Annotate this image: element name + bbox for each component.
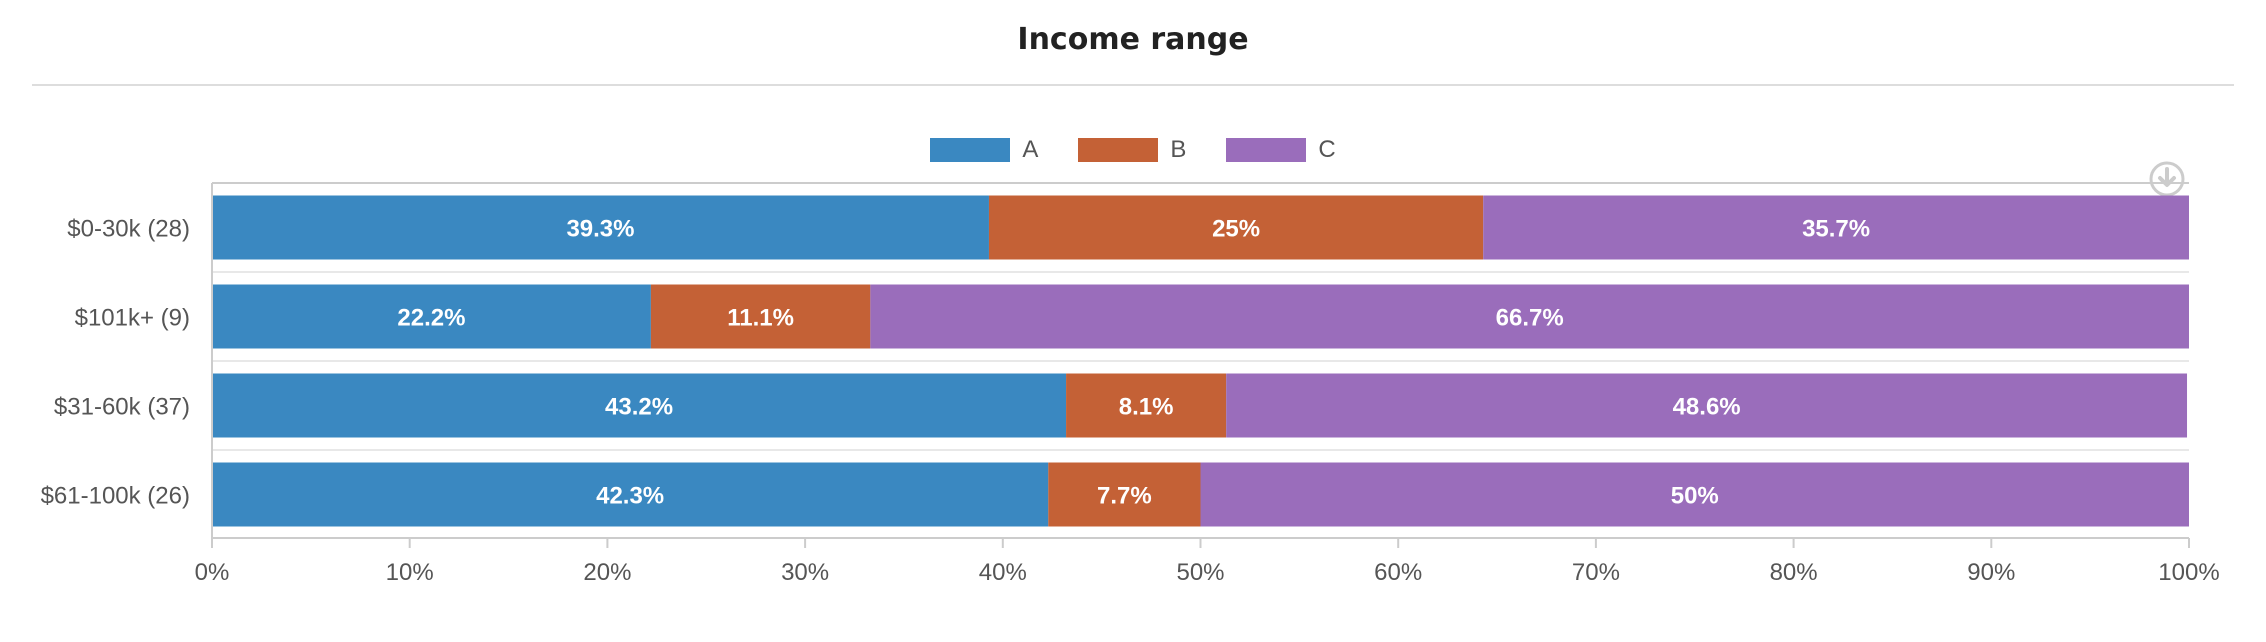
x-tick-label: 40% — [979, 559, 1027, 586]
bar-value-label: 25% — [1212, 216, 1260, 243]
x-tick-label: 70% — [1572, 559, 1620, 586]
bar-value-label: 22.2% — [397, 305, 465, 332]
category-label: $0-30k (28) — [67, 216, 190, 243]
bar-segment-a — [212, 462, 1049, 527]
bar-segment-c — [1226, 373, 2188, 438]
x-tick-label: 60% — [1374, 559, 1422, 586]
x-tick-label: 90% — [1967, 559, 2015, 586]
bar-value-label: 48.6% — [1673, 394, 1741, 421]
bar-value-label: 50% — [1671, 483, 1719, 510]
bar-segment-a — [212, 373, 1067, 438]
bar-value-label: 39.3% — [566, 216, 634, 243]
chart-legend: A B C — [0, 136, 2266, 164]
legend-label-c: C — [1318, 136, 1336, 163]
bar-value-label: 7.7% — [1097, 483, 1152, 510]
legend-item-c[interactable]: C — [1226, 136, 1336, 164]
bar-segment-b — [1048, 462, 1201, 527]
bar-segment-a — [212, 195, 989, 260]
bar-value-label: 43.2% — [605, 394, 673, 421]
legend-swatch-c — [1226, 138, 1307, 162]
bar-segment-a — [212, 284, 651, 349]
bar-segment-c — [1483, 195, 2189, 260]
bar-segment-c — [1200, 462, 2189, 527]
bar-value-label: 42.3% — [596, 483, 664, 510]
bar-value-label: 35.7% — [1802, 216, 1870, 243]
x-tick-label: 100% — [2158, 559, 2219, 586]
category-label: $101k+ (9) — [75, 305, 190, 332]
legend-swatch-b — [1078, 138, 1159, 162]
bar-value-label: 66.7% — [1496, 305, 1564, 332]
bar-segment-b — [650, 284, 871, 349]
legend-swatch-a — [930, 138, 1011, 162]
category-label: $31-60k (37) — [54, 394, 190, 421]
x-tick-label: 10% — [386, 559, 434, 586]
x-tick-label: 50% — [1176, 559, 1224, 586]
download-icon[interactable] — [2148, 160, 2186, 198]
bar-segment-c — [870, 284, 2189, 349]
bar-value-label: 11.1% — [727, 305, 794, 332]
legend-label-a: A — [1022, 136, 1039, 163]
bar-value-label: 8.1% — [1119, 394, 1174, 421]
x-tick-label: 20% — [583, 559, 631, 586]
x-tick-label: 0% — [195, 559, 230, 586]
x-tick-label: 80% — [1770, 559, 1818, 586]
chart-title: Income range — [1017, 22, 1249, 57]
bar-segment-b — [988, 195, 1484, 260]
x-tick-label: 30% — [781, 559, 829, 586]
title-divider — [32, 84, 2234, 86]
legend-item-b[interactable]: B — [1078, 136, 1186, 164]
legend-label-b: B — [1170, 136, 1187, 163]
bar-segment-b — [1066, 373, 1227, 438]
category-label: $61-100k (26) — [41, 483, 190, 510]
legend-item-a[interactable]: A — [930, 136, 1038, 164]
